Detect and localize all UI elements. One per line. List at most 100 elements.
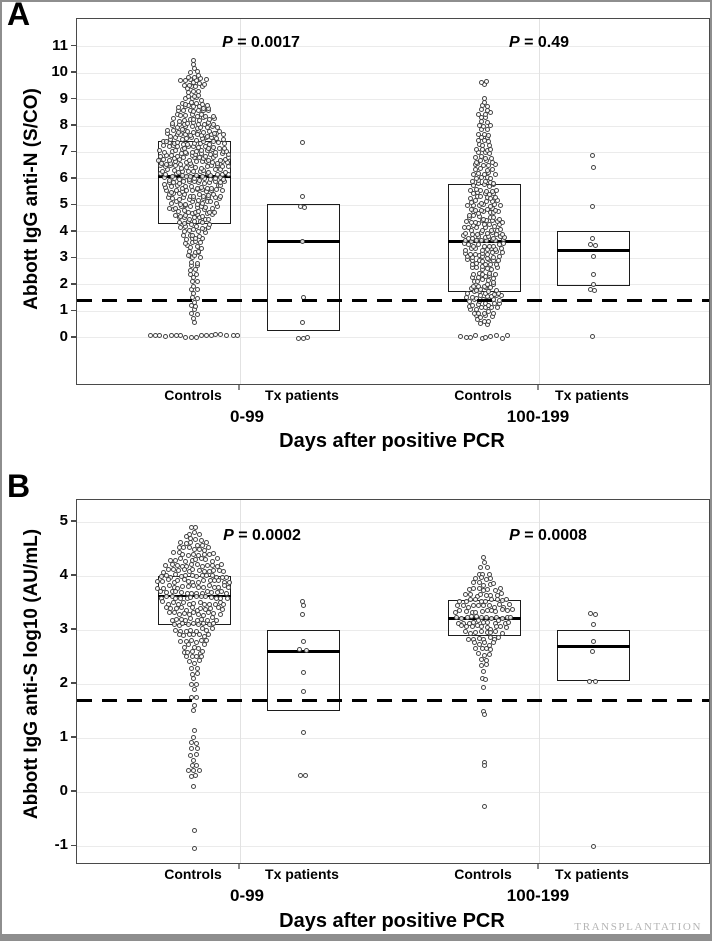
data-point bbox=[490, 160, 496, 166]
y-tick-label: 5 bbox=[59, 195, 68, 213]
data-point bbox=[474, 623, 480, 629]
data-point bbox=[488, 175, 494, 181]
data-point bbox=[168, 189, 174, 195]
data-point bbox=[187, 658, 193, 664]
y-tick-mark bbox=[71, 150, 76, 153]
data-point bbox=[159, 579, 165, 585]
data-point bbox=[194, 671, 200, 677]
data-point bbox=[193, 267, 199, 273]
data-point bbox=[209, 589, 215, 595]
p-symbol: P bbox=[222, 34, 233, 51]
data-point bbox=[504, 332, 510, 338]
data-point bbox=[210, 192, 216, 198]
data-point bbox=[204, 333, 210, 339]
x-group-label: 100-199 bbox=[506, 407, 570, 426]
data-point bbox=[199, 653, 205, 659]
data-point bbox=[183, 558, 189, 564]
y-tick-label: 7 bbox=[59, 142, 68, 160]
data-point bbox=[302, 204, 308, 210]
data-point bbox=[299, 320, 305, 326]
data-point bbox=[206, 583, 212, 589]
data-point bbox=[174, 616, 180, 622]
y-tick-label: 8 bbox=[59, 116, 68, 133]
data-point bbox=[497, 202, 503, 208]
data-point bbox=[483, 662, 489, 668]
y-gridline bbox=[77, 629, 709, 631]
data-point bbox=[174, 140, 180, 146]
data-point bbox=[171, 156, 177, 162]
data-point bbox=[166, 158, 172, 164]
data-point bbox=[479, 264, 485, 270]
data-point bbox=[193, 773, 199, 779]
data-point bbox=[159, 599, 165, 605]
panel-a-plot-area: P = 0.0017 P = 0.49 bbox=[76, 18, 710, 385]
data-point bbox=[462, 628, 468, 634]
data-point bbox=[206, 216, 212, 222]
y-tick-label: 2 bbox=[59, 274, 68, 292]
data-point bbox=[205, 124, 211, 130]
data-point bbox=[469, 228, 475, 234]
data-point bbox=[463, 623, 469, 629]
y-tick-mark bbox=[71, 336, 76, 338]
data-point bbox=[190, 103, 196, 109]
data-point bbox=[178, 540, 184, 546]
data-point bbox=[193, 334, 199, 340]
y-tick-mark bbox=[71, 203, 76, 206]
y-gridline bbox=[77, 46, 709, 48]
data-point bbox=[491, 255, 497, 261]
p-value-text: = 0.49 bbox=[519, 34, 570, 51]
p-value-text: = 0.0008 bbox=[519, 527, 587, 544]
data-point bbox=[472, 167, 478, 173]
data-point bbox=[159, 574, 165, 580]
data-point bbox=[474, 232, 480, 238]
data-point bbox=[301, 602, 307, 608]
data-point bbox=[170, 196, 176, 202]
category-separator-line bbox=[239, 500, 241, 863]
data-point bbox=[476, 642, 482, 647]
data-point bbox=[589, 203, 595, 209]
data-point bbox=[474, 176, 480, 182]
data-point bbox=[213, 149, 219, 155]
data-point bbox=[504, 597, 510, 603]
y-gridline bbox=[77, 521, 709, 523]
data-point bbox=[203, 205, 209, 211]
data-point bbox=[453, 614, 459, 620]
data-point bbox=[463, 230, 469, 236]
data-point bbox=[457, 333, 463, 339]
data-point bbox=[481, 244, 487, 249]
data-point bbox=[213, 176, 219, 182]
p-symbol: P bbox=[508, 34, 520, 51]
data-point bbox=[188, 594, 194, 600]
data-point bbox=[212, 601, 218, 607]
data-point bbox=[483, 676, 489, 682]
data-point bbox=[178, 201, 184, 207]
data-point bbox=[182, 566, 188, 572]
data-point bbox=[186, 74, 192, 80]
data-point bbox=[498, 585, 504, 591]
data-point bbox=[487, 204, 493, 210]
y-tick-mark bbox=[71, 97, 76, 100]
data-point bbox=[175, 170, 181, 176]
data-point bbox=[475, 283, 481, 289]
data-point bbox=[199, 185, 205, 191]
data-point bbox=[497, 254, 503, 260]
data-point bbox=[492, 202, 498, 208]
data-point bbox=[199, 213, 205, 219]
data-point bbox=[498, 624, 504, 630]
data-point bbox=[216, 139, 222, 145]
data-point bbox=[171, 127, 177, 133]
data-point bbox=[157, 147, 163, 153]
panel-b-letter: B bbox=[7, 468, 31, 504]
data-point bbox=[590, 622, 596, 628]
data-point bbox=[196, 197, 202, 203]
x-group-label: 0-99 bbox=[229, 886, 265, 905]
data-point bbox=[178, 333, 184, 339]
data-point bbox=[479, 200, 485, 206]
data-point bbox=[186, 168, 192, 174]
data-point bbox=[190, 194, 196, 200]
data-point bbox=[487, 652, 493, 658]
y-gridline bbox=[77, 151, 709, 153]
data-point bbox=[173, 212, 179, 218]
data-point bbox=[169, 201, 175, 207]
data-point bbox=[481, 172, 487, 178]
